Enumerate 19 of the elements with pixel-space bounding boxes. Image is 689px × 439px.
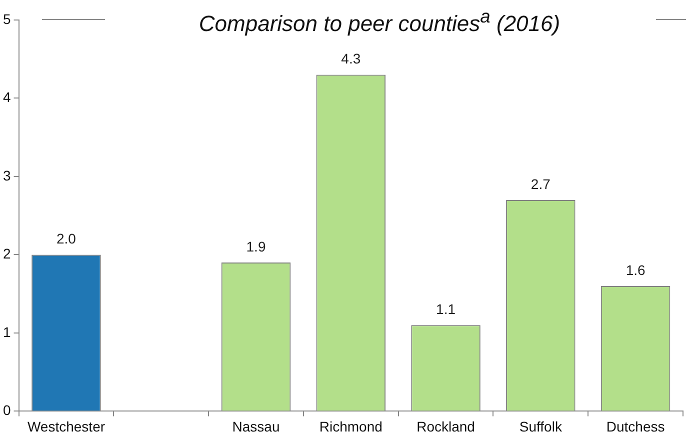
x-tick-label: Nassau <box>232 418 280 434</box>
y-tick-label: 0 <box>2 402 11 418</box>
x-tick-label: Rockland <box>416 418 475 434</box>
data-label: 4.3 <box>341 50 361 67</box>
y-tick-label: 2 <box>2 246 11 262</box>
data-label: 1.6 <box>626 262 646 278</box>
x-tick-label: Westchester <box>27 418 106 434</box>
y-tick-label: 4 <box>2 89 11 106</box>
x-tick-label: Richmond <box>319 418 382 434</box>
x-tick-label: Dutchess <box>606 418 665 434</box>
data-label: 1.9 <box>246 238 266 254</box>
data-label: 2.7 <box>530 176 551 192</box>
data-label: 1.1 <box>436 300 456 317</box>
chart-title: Comparison to peer counties$^{a}$ (2016) <box>198 6 562 36</box>
y-tick-label: 3 <box>2 167 11 184</box>
x-tick-label: Suffolk <box>519 418 563 434</box>
data-label: 2.0 <box>56 230 76 247</box>
y-tick-label: 1 <box>2 324 11 340</box>
y-tick-label: 5 <box>2 10 11 27</box>
